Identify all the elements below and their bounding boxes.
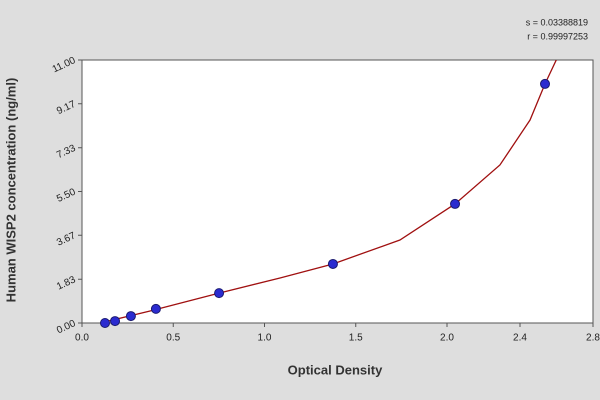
data-point: [99, 318, 110, 328]
x-tick-label: 1.5: [349, 333, 363, 344]
y-axis-title: Human WISP2 concentration (ng/ml): [3, 78, 18, 303]
x-tick-label: 2.8: [586, 333, 600, 344]
x-axis-title: Optical Density: [288, 362, 383, 377]
data-point: [110, 316, 121, 327]
plot-layer: [99, 60, 557, 323]
data-point: [214, 288, 225, 299]
y-tick-label: 5.50: [55, 186, 78, 204]
annotation: r = 0.99997253: [527, 31, 588, 41]
data-point: [327, 258, 338, 269]
data-point: [450, 198, 461, 209]
x-tick-label: 0.0: [75, 333, 89, 344]
x-tick-label: 0.5: [166, 333, 180, 344]
y-tick-label: 7.33: [55, 143, 78, 161]
y-tick-label: 11.00: [51, 55, 78, 75]
plot-area: [81, 59, 594, 324]
fit-curve: [99, 60, 557, 323]
data-point: [150, 303, 161, 314]
annotation: s = 0.03388819: [526, 17, 588, 27]
x-tick-label: 2.4: [513, 333, 527, 344]
y-tick-label: 9.17: [55, 99, 78, 117]
x-tick-label: 1.0: [258, 333, 272, 344]
y-tick-label: 3.67: [55, 230, 78, 248]
y-tick-label: 1.83: [55, 274, 78, 292]
x-tick-label: 2.0: [440, 333, 454, 344]
data-point: [125, 311, 136, 322]
data-point: [540, 78, 551, 89]
